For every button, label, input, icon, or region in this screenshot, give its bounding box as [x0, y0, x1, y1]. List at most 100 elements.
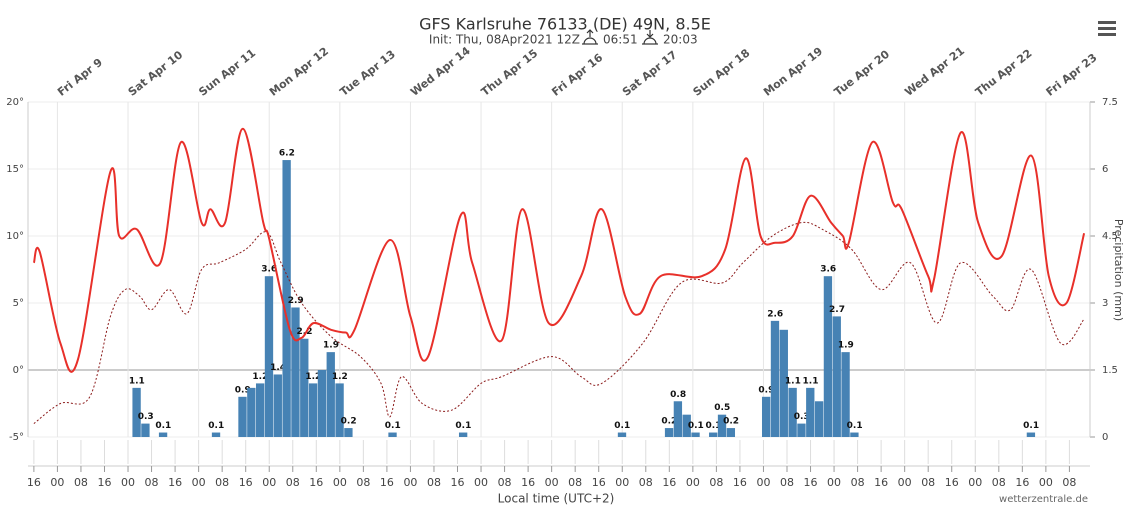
day-label: Wed Apr 14: [408, 44, 473, 99]
x-tick-label: 08: [851, 476, 865, 489]
precip-bar: [326, 352, 335, 437]
x-tick-label: 08: [427, 476, 441, 489]
precip-label: 0.1: [1023, 421, 1039, 431]
day-label: Sun Apr 11: [196, 46, 258, 98]
x-tick-label: 00: [898, 476, 912, 489]
precip-bar: [141, 423, 150, 437]
precip-bar: [823, 276, 833, 437]
precip-label: 1.1: [785, 376, 801, 386]
menu-button[interactable]: [1098, 21, 1116, 36]
precip-label: 0.1: [614, 421, 630, 431]
y-tick-label: 0°: [13, 365, 24, 376]
precip-bar: [717, 414, 727, 437]
x-tick-label: 08: [145, 476, 159, 489]
precip-bar: [273, 374, 282, 437]
precip-bar: [726, 428, 736, 437]
grid: [28, 101, 1090, 438]
precip-label: 0.2: [661, 417, 677, 427]
precip-label: 0.1: [155, 421, 171, 431]
x-tick-label: 16: [592, 476, 606, 489]
precip-bar: [291, 307, 300, 437]
day-label: Sat Apr 17: [620, 48, 680, 99]
y2-tick-label: 3: [1102, 298, 1108, 309]
precip-label: 0.2: [723, 417, 739, 427]
precip-label: 0.3: [794, 412, 810, 422]
precip-bar: [300, 338, 309, 437]
sunrise-icon: [582, 29, 598, 45]
precip-label: 2.9: [288, 296, 304, 306]
precip-label: 1.2: [305, 372, 321, 382]
x-tick-label: 00: [968, 476, 982, 489]
precip-label: 3.6: [820, 265, 836, 275]
precip-bar: [617, 432, 627, 437]
precip-label: 0.1: [385, 421, 401, 431]
day-label: Mon Apr 19: [761, 45, 825, 99]
x-tick-label: 08: [286, 476, 300, 489]
precip-bar: [158, 432, 168, 437]
precip-bar: [308, 383, 318, 437]
y2-tick-label: 7.5: [1102, 97, 1118, 108]
y2-axis-label: Precipitation (mm): [1112, 219, 1125, 321]
temperature-line: [32, 127, 1086, 373]
day-label: Thu Apr 22: [973, 47, 1035, 99]
x-tick-label: 00: [262, 476, 276, 489]
credit: wetterzentrale.de: [999, 494, 1088, 505]
x-tick-label: 16: [874, 476, 888, 489]
precip-bar: [832, 316, 841, 437]
y2-tick-label: 1.5: [1102, 365, 1118, 376]
precip-label: 1.9: [323, 341, 339, 351]
day-label: Sun Apr 18: [691, 46, 753, 98]
y2-tick-label: 0: [1102, 432, 1108, 443]
x-tick-label: 08: [709, 476, 723, 489]
x-tick-label: 00: [686, 476, 700, 489]
x-tick-label: 08: [356, 476, 370, 489]
x-tick-label: 08: [1062, 476, 1076, 489]
sunset-icon: [642, 30, 658, 45]
x-tick-label: 16: [733, 476, 747, 489]
precip-bar: [788, 387, 797, 437]
precip-label: 1.9: [838, 341, 854, 351]
precip-label: 2.7: [829, 305, 845, 315]
precip-label: 0.3: [138, 412, 154, 422]
x-tick-label: 00: [545, 476, 559, 489]
y-tick-label: 10°: [6, 231, 24, 242]
y2-tick-label: 4.5: [1102, 231, 1118, 242]
x-tick-label: 16: [451, 476, 465, 489]
x-tick-label: 08: [498, 476, 512, 489]
precip-bar: [673, 401, 683, 437]
precip-label: 0.5: [714, 403, 730, 413]
init-time: Init: Thu, 08Apr2021 12Z: [429, 33, 580, 47]
y-tick-label: 15°: [6, 164, 24, 175]
precip-bar: [761, 396, 771, 437]
precip-bar: [850, 432, 859, 437]
y-tick-label: 5°: [13, 298, 24, 309]
precip-label: 0.1: [688, 421, 704, 431]
precip-label: 1.2: [252, 372, 268, 382]
x-tick-label: 00: [1039, 476, 1053, 489]
precip-bar: [238, 396, 247, 437]
y2-tick-label: 6: [1102, 164, 1108, 175]
x-tick-label: 08: [921, 476, 935, 489]
precip-bar: [211, 432, 221, 437]
precip-label: 2.6: [767, 309, 783, 319]
x-tick-label: 16: [521, 476, 535, 489]
precip-bar: [317, 370, 327, 437]
sunset-time: 20:03: [663, 33, 698, 47]
x-tick-label: 16: [380, 476, 394, 489]
x-tick-label: 08: [568, 476, 582, 489]
day-label: Fri Apr 23: [1044, 51, 1100, 99]
precip-label: 0.1: [208, 421, 224, 431]
x-tick-label: 16: [1015, 476, 1029, 489]
dewpoint-line: [33, 221, 1085, 424]
day-label: Fri Apr 9: [55, 56, 105, 99]
precip-bar: [335, 383, 344, 437]
precip-bar: [282, 160, 291, 438]
day-label: Tue Apr 13: [338, 48, 398, 99]
precip-bar: [770, 320, 780, 437]
x-tick-label: 00: [333, 476, 347, 489]
precip-label: 0.1: [705, 421, 721, 431]
x-axis-label: Local time (UTC+2): [498, 492, 615, 506]
chart-title: GFS Karlsruhe 76133 (DE) 49N, 8.5E: [419, 15, 711, 34]
precip-label: 2.2: [297, 327, 313, 337]
